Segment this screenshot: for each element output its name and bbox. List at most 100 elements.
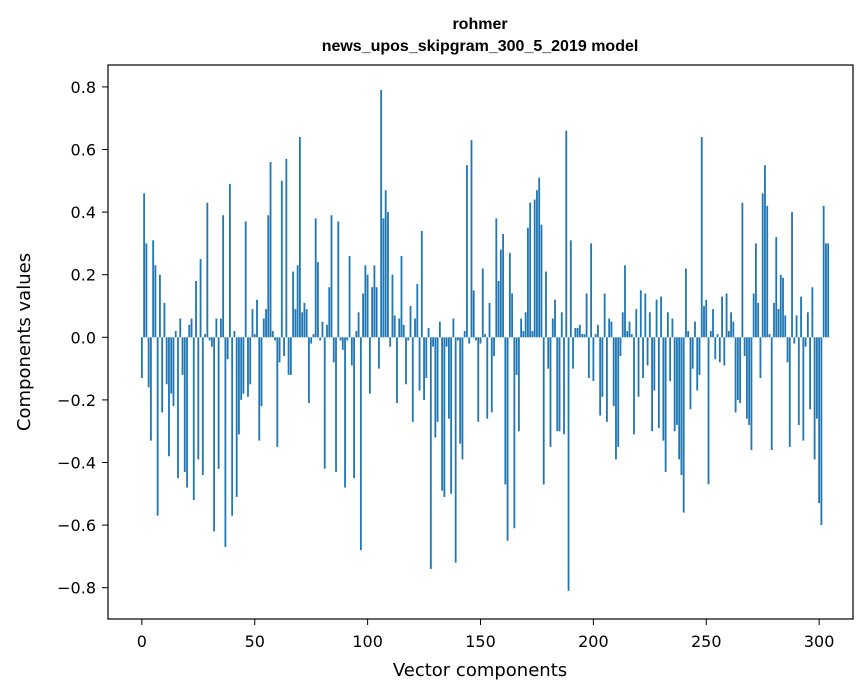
bar xyxy=(594,334,597,338)
bar xyxy=(335,337,337,472)
bar xyxy=(743,337,746,357)
bar xyxy=(432,337,434,347)
bar xyxy=(434,337,437,438)
bar xyxy=(678,337,681,460)
bar xyxy=(800,296,802,338)
bar xyxy=(764,165,766,338)
bar xyxy=(219,318,222,338)
y-tick-label: −0.8 xyxy=(57,579,96,598)
bar xyxy=(364,265,367,338)
bar xyxy=(371,287,374,338)
bar xyxy=(517,337,520,432)
bar xyxy=(143,193,146,338)
bar xyxy=(818,337,821,504)
bar xyxy=(585,293,588,338)
bar xyxy=(393,315,396,338)
bar xyxy=(452,318,455,338)
bar xyxy=(177,337,179,479)
bar xyxy=(213,337,216,532)
bar xyxy=(328,287,331,338)
bar xyxy=(527,227,529,338)
bar xyxy=(648,312,651,338)
bar xyxy=(312,334,315,338)
bar xyxy=(784,315,787,338)
bar xyxy=(303,302,306,338)
y-tick-label: 0.2 xyxy=(71,266,96,285)
bar xyxy=(289,337,292,375)
bar xyxy=(529,202,532,338)
bar xyxy=(768,334,771,338)
bar xyxy=(633,337,635,435)
bar xyxy=(359,337,362,551)
bar xyxy=(269,162,272,338)
bar xyxy=(617,337,620,447)
bar xyxy=(630,334,633,338)
bar xyxy=(179,318,182,338)
bar xyxy=(752,293,755,338)
bar xyxy=(344,337,346,488)
bar xyxy=(825,243,827,338)
bar xyxy=(418,337,421,391)
bar xyxy=(806,312,809,338)
bar xyxy=(411,337,414,422)
bar xyxy=(463,331,466,338)
bar xyxy=(624,265,626,338)
bar xyxy=(147,337,150,388)
bar xyxy=(596,324,599,338)
bar xyxy=(581,334,583,338)
bar xyxy=(258,337,261,441)
bar xyxy=(520,318,523,338)
bar xyxy=(301,312,304,338)
bar xyxy=(497,280,500,338)
bar xyxy=(685,268,687,338)
bar xyxy=(402,324,405,338)
bar xyxy=(152,240,155,338)
bar xyxy=(563,337,565,435)
bar xyxy=(680,337,683,476)
bar xyxy=(515,337,518,375)
y-tick-label: 0.8 xyxy=(71,78,96,97)
bar xyxy=(660,296,663,338)
bar xyxy=(493,337,495,357)
bar xyxy=(188,324,191,338)
bar xyxy=(736,337,739,400)
bar xyxy=(673,337,676,432)
bar xyxy=(707,337,710,485)
bar xyxy=(251,309,254,338)
y-tick-label: 0.0 xyxy=(71,328,96,347)
bar xyxy=(712,309,714,338)
bar xyxy=(375,287,378,338)
bar xyxy=(466,165,468,338)
y-tick-label: −0.2 xyxy=(57,391,96,410)
bar xyxy=(540,224,543,338)
bar xyxy=(671,318,674,338)
bar xyxy=(159,274,161,338)
bar xyxy=(621,312,624,338)
bar xyxy=(192,337,195,501)
bar xyxy=(554,299,556,338)
bar xyxy=(172,337,175,407)
bar xyxy=(278,337,281,363)
bar xyxy=(610,321,613,338)
x-tick-label: 300 xyxy=(804,632,835,651)
bar xyxy=(195,280,197,338)
bar xyxy=(766,205,769,338)
bar xyxy=(427,327,430,338)
bar xyxy=(809,337,812,410)
bar xyxy=(314,218,317,338)
bar xyxy=(687,331,690,338)
bar xyxy=(441,337,444,491)
bar xyxy=(165,337,168,385)
bar xyxy=(400,255,403,338)
bar xyxy=(201,337,204,476)
bar xyxy=(628,321,631,338)
bar xyxy=(274,337,276,341)
bar xyxy=(240,337,243,400)
bar xyxy=(569,240,572,338)
bar xyxy=(445,337,448,347)
y-tick-label: −0.4 xyxy=(57,454,96,473)
bar xyxy=(405,337,407,385)
bar xyxy=(425,337,428,378)
bar xyxy=(215,318,218,338)
bar xyxy=(592,337,595,382)
